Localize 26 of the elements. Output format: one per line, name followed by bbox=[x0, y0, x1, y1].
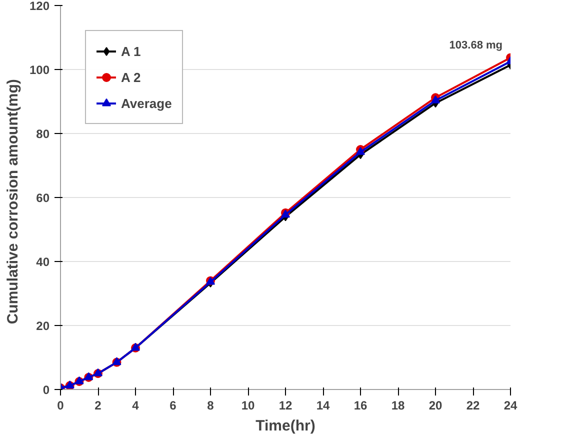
legend-label: A 1 bbox=[121, 44, 141, 58]
x-tick-label: 10 bbox=[241, 398, 255, 412]
annotation: 103.68 mg bbox=[449, 40, 502, 52]
x-tick-label: 6 bbox=[170, 398, 177, 412]
x-axis-title: Time(hr) bbox=[256, 418, 316, 434]
legend-label: A 2 bbox=[121, 70, 141, 84]
legend-label: Average bbox=[121, 96, 172, 110]
x-tick-label: 4 bbox=[132, 398, 140, 412]
y-tick-label: 120 bbox=[29, 0, 50, 13]
y-tick-label: 0 bbox=[42, 383, 50, 397]
x-tick-label: 24 bbox=[504, 398, 518, 412]
x-tick-label: 18 bbox=[391, 398, 405, 412]
x-tick-label: 8 bbox=[207, 398, 214, 412]
y-axis-title: Cumulative corrosion amount(mg) bbox=[4, 79, 22, 324]
x-tick-label: 12 bbox=[278, 398, 292, 412]
y-tick-label: 80 bbox=[36, 127, 50, 141]
x-tick-label: 16 bbox=[354, 398, 368, 412]
x-tick-label: 20 bbox=[428, 398, 442, 412]
x-tick-label: 2 bbox=[94, 398, 102, 412]
x-tick-label: 14 bbox=[316, 398, 330, 412]
x-tick-label: 22 bbox=[466, 398, 480, 412]
y-tick-label: 60 bbox=[36, 191, 50, 205]
x-tick-label: 0 bbox=[57, 398, 64, 412]
y-tick-label: 40 bbox=[36, 255, 50, 269]
y-tick-label: 100 bbox=[29, 63, 50, 77]
y-tick-label: 20 bbox=[36, 319, 50, 333]
